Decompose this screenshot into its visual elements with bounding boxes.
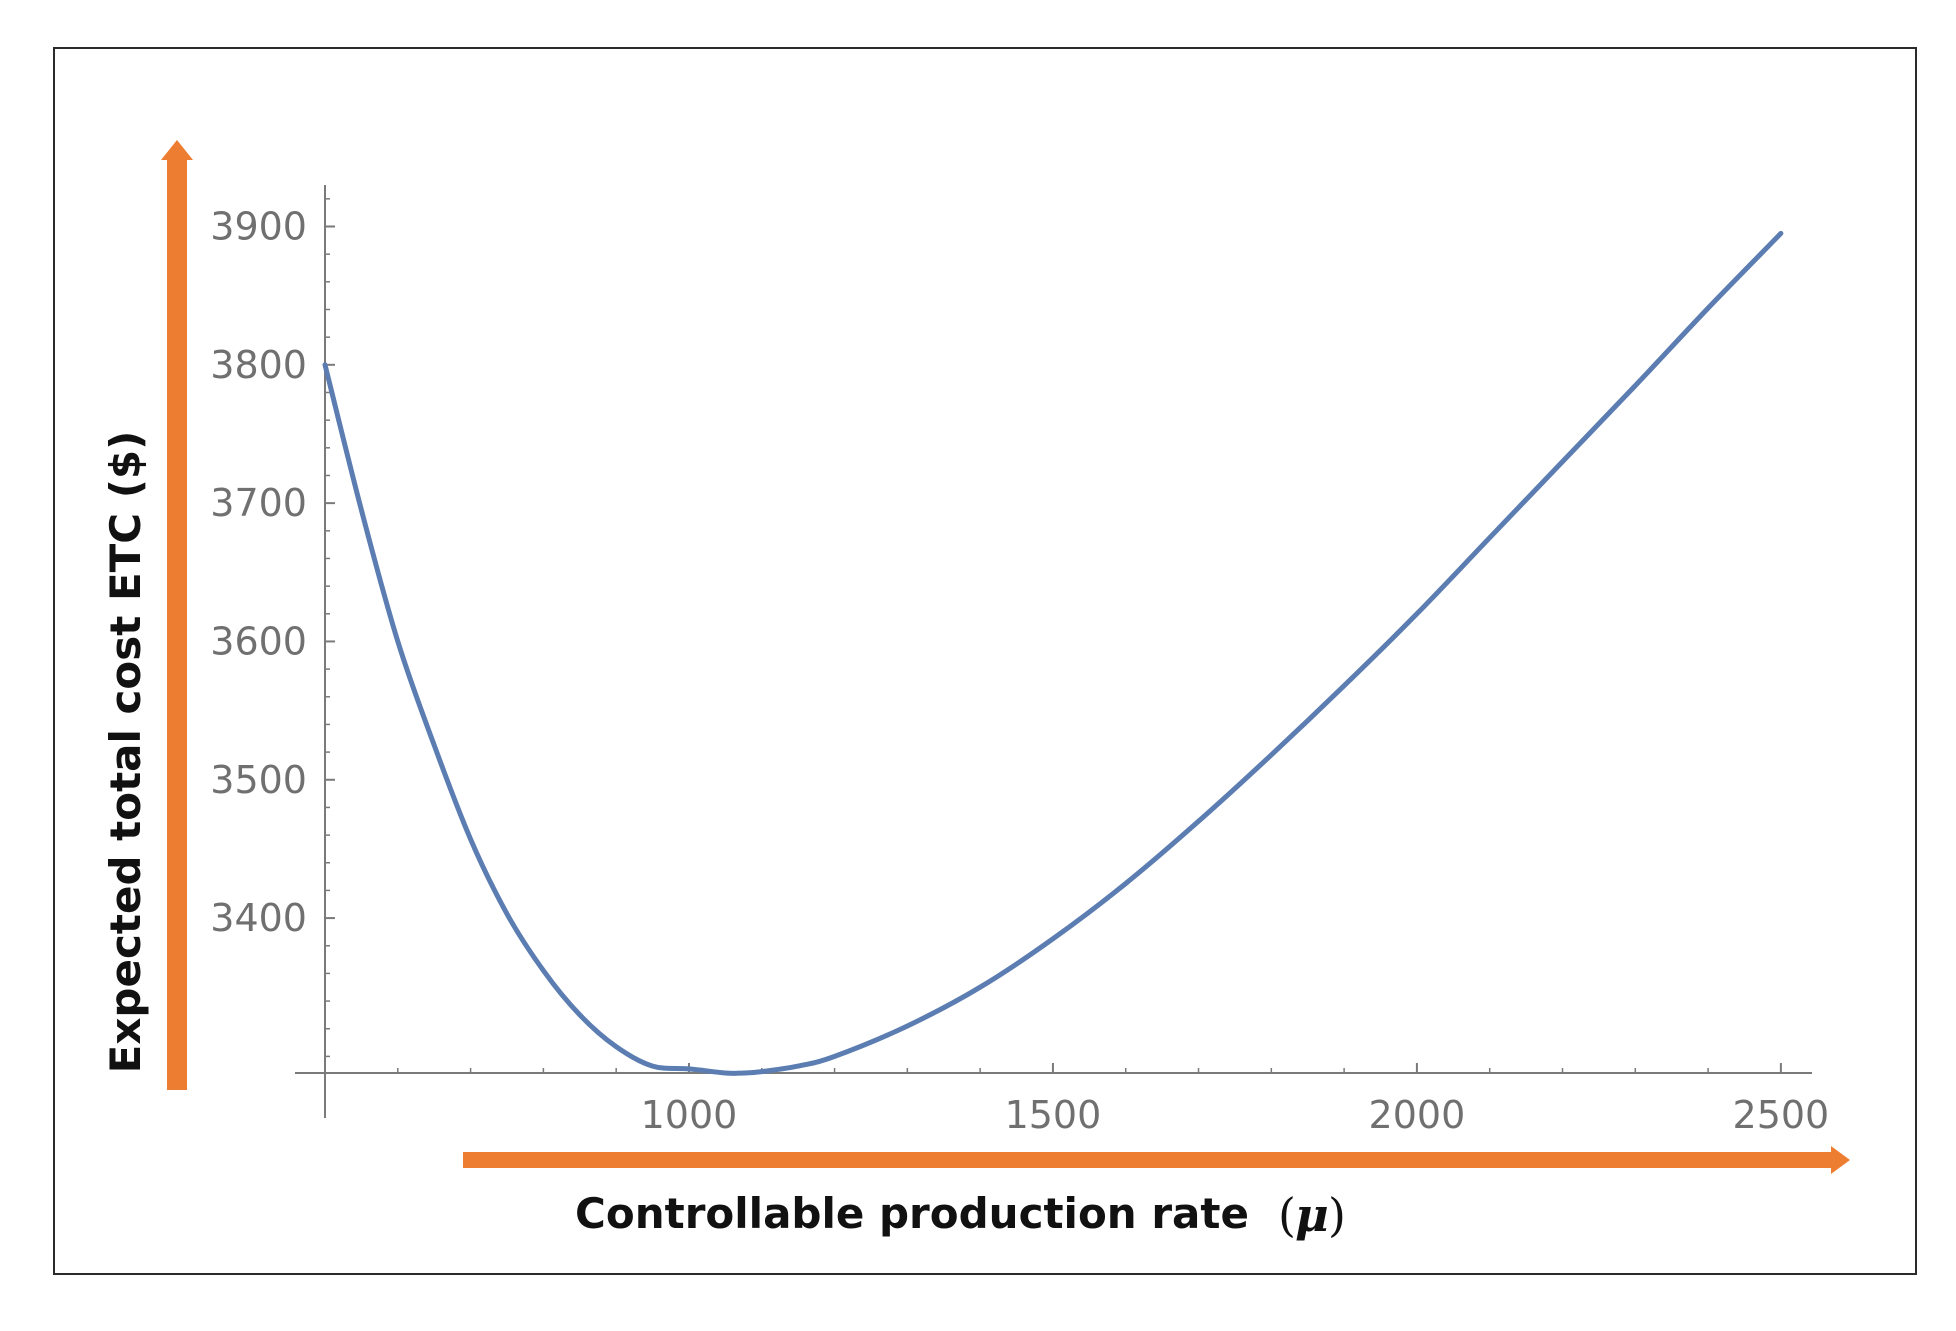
x-tick-label: 1500 bbox=[1005, 1093, 1102, 1137]
y-tick-label: 3900 bbox=[210, 204, 307, 248]
x-axis-title: Controllable production rate bbox=[575, 1189, 1249, 1238]
y-tick-label: 3700 bbox=[210, 481, 307, 525]
chart-frame bbox=[53, 47, 1917, 1275]
x-axis-symbol: μ bbox=[1295, 1188, 1329, 1242]
x-axis-arrow bbox=[463, 1146, 1850, 1174]
ticks bbox=[325, 198, 1782, 1073]
axes bbox=[295, 185, 1812, 1118]
x-axis-paren-close: ) bbox=[1328, 1188, 1346, 1242]
x-axis-paren-open: ( bbox=[1278, 1188, 1296, 1242]
x-tick-label: 1000 bbox=[641, 1093, 738, 1137]
y-tick-label: 3400 bbox=[210, 896, 307, 940]
x-tick-label: 2000 bbox=[1369, 1093, 1466, 1137]
y-tick-label: 3500 bbox=[210, 758, 307, 802]
y-axis-title: Expected total cost ETC ($) bbox=[101, 431, 150, 1074]
tick-labels: 1000 1500 2000 2500 3400 3500 3600 3700 3800 3900 bbox=[210, 204, 1829, 1137]
series bbox=[322, 230, 1784, 1076]
x-tick-label: 2500 bbox=[1733, 1093, 1830, 1137]
series-line-etc bbox=[322, 230, 1784, 1076]
y-tick-label: 3800 bbox=[210, 343, 307, 387]
y-axis-arrow bbox=[161, 140, 193, 1090]
y-tick-label: 3600 bbox=[210, 619, 307, 663]
